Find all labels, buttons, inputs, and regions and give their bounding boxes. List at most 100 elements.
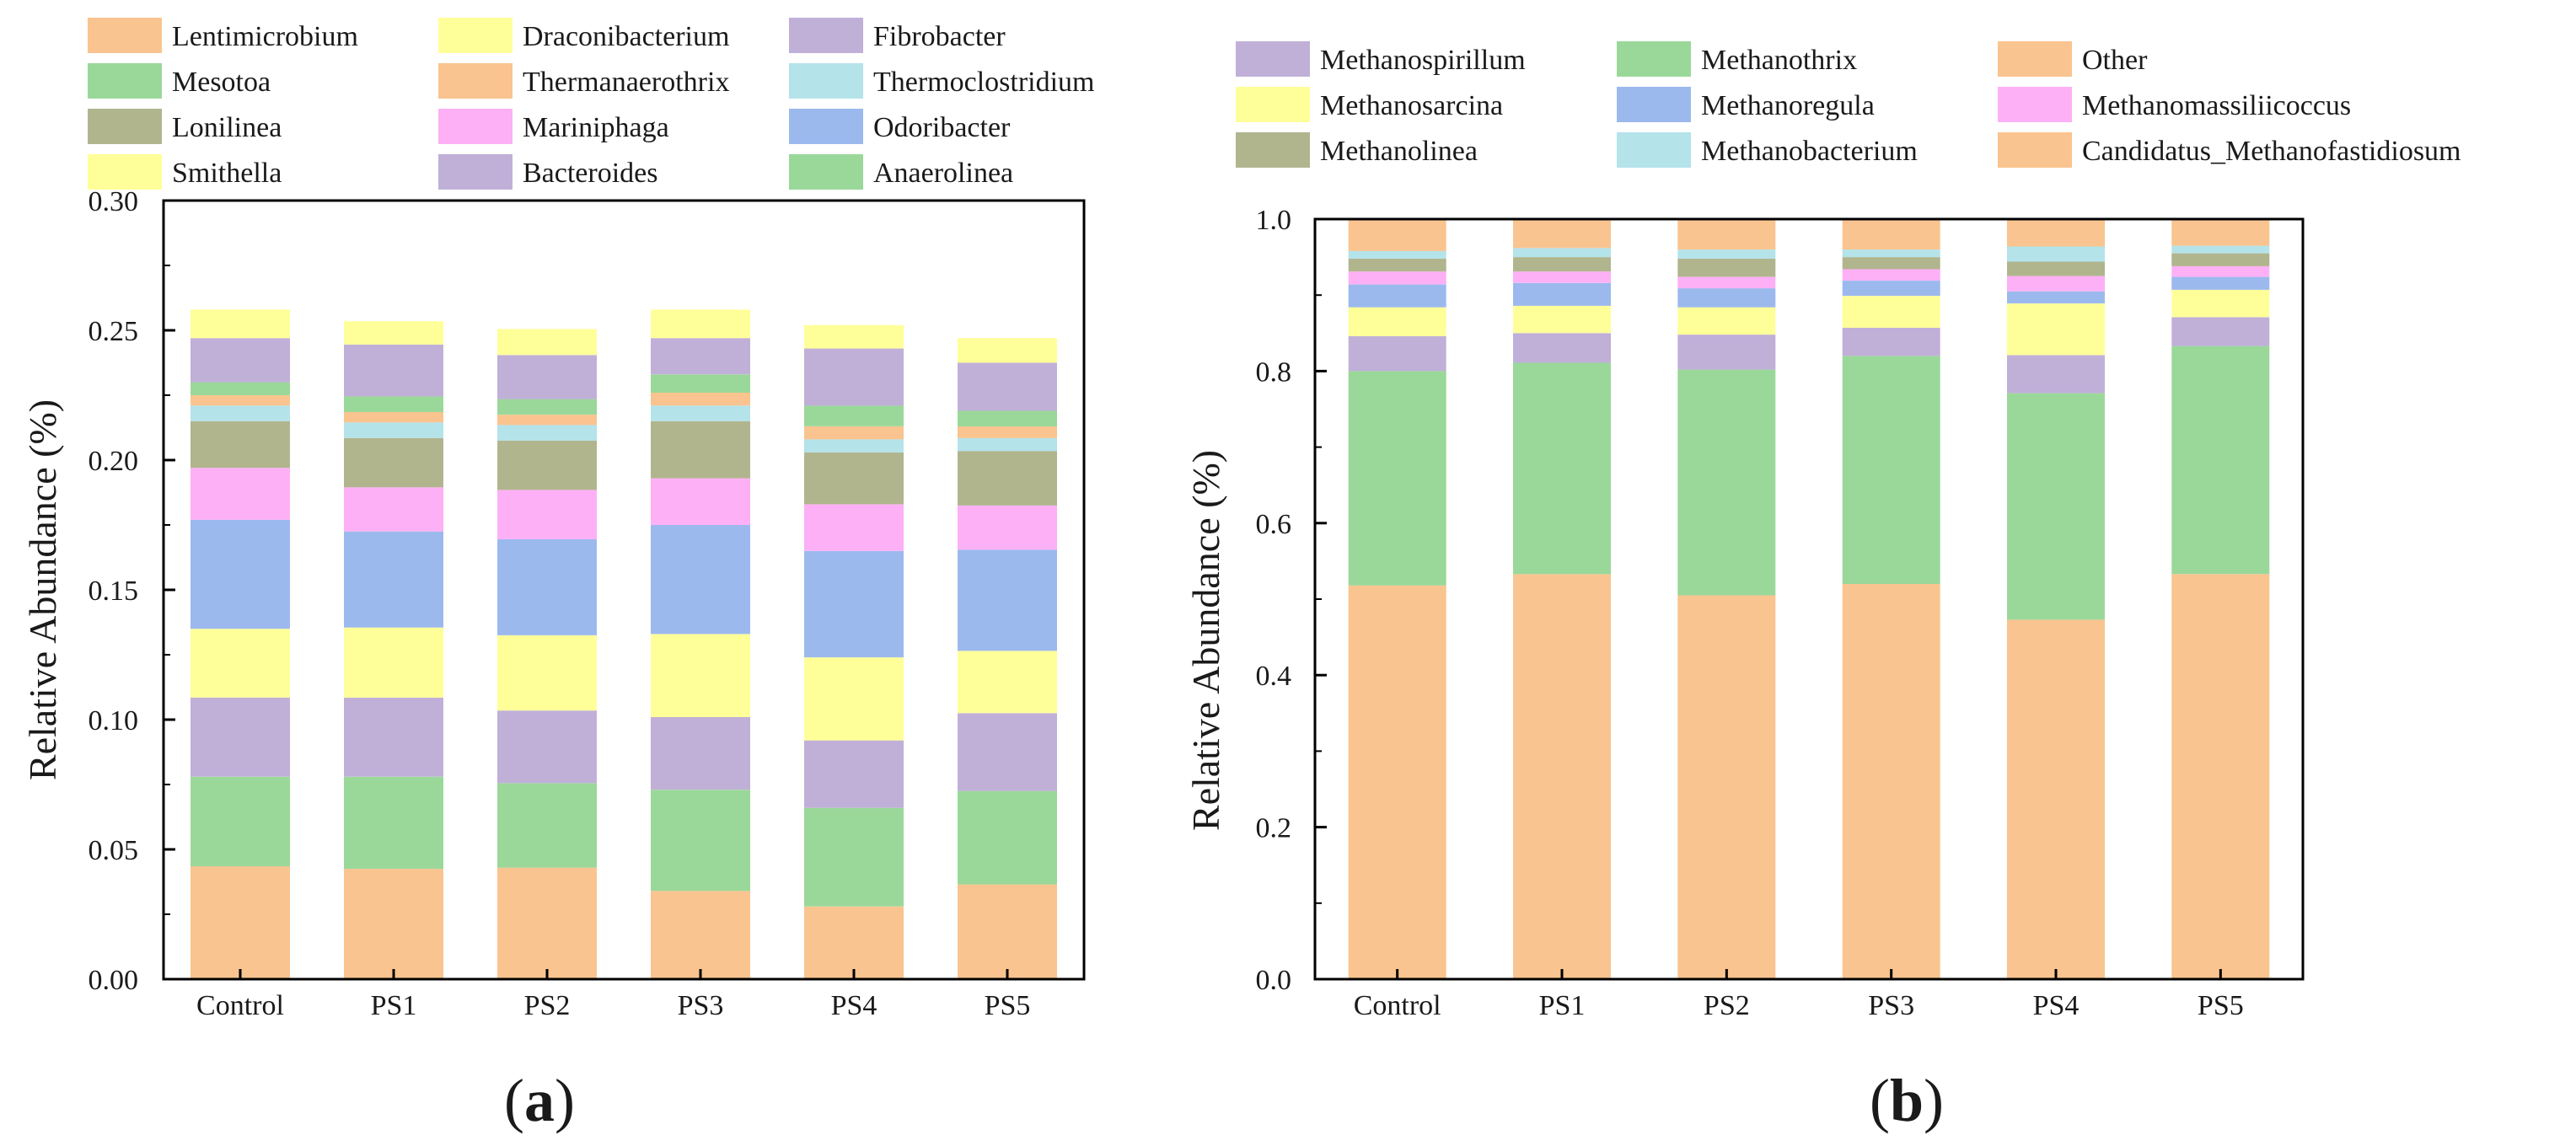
bar-segment-thermoclostridium-ps4	[804, 439, 904, 453]
bar-segment-methanoregula-control	[1348, 284, 1446, 308]
legend-label-other: Other	[2082, 45, 2148, 76]
legend-swatch-methanomassiliicoccus	[1998, 87, 2072, 122]
bar-segment-mariniphaga-ps5	[958, 505, 1057, 550]
legend-b: Methanospirillum Methanothrix Other Methano…	[1236, 41, 2461, 168]
legend-label-smithella: Smithella	[172, 158, 282, 189]
bar-segment-thermanaerothrix-ps2	[497, 415, 597, 426]
bar-segment-bacteroides-control	[191, 697, 290, 777]
y-tick-label-5: 1.0	[1256, 205, 1292, 236]
bar-segment-methanospirillum-ps4	[2007, 355, 2105, 394]
bar-segment-methanobacterium-ps3	[1842, 249, 1940, 258]
bar-segment-candidatus-methanofastidiosum-ps1	[1513, 574, 1611, 979]
bar-segment-methanoregula-ps3	[1842, 281, 1940, 297]
legend-swatch-mariniphaga	[438, 109, 513, 144]
bar-segment-candidatus-methanofastidiosum-ps5	[2171, 574, 2270, 979]
bar-segment-odoribacter-ps1	[344, 531, 443, 628]
bar-segment-odoribacter-ps2	[497, 538, 597, 635]
bar-segment-thermanaerothrix-ps4	[804, 426, 904, 440]
bar-segment-other-ps4	[2007, 219, 2105, 247]
bar-segment-lonilinea-ps3	[651, 420, 750, 479]
bar-segment-methanosarcina-ps2	[1677, 307, 1776, 335]
legend-a: Lentimicrobium Draconibacterium Fibrobacte…	[88, 18, 1095, 190]
panel-label-a: (a)	[504, 1067, 575, 1134]
y-tick-label-2: 0.10	[89, 705, 139, 736]
bar-segment-methanolinea-control	[1348, 258, 1446, 272]
legend-swatch-anaerolinea	[789, 154, 863, 190]
bar-segment-methanoregula-ps5	[2171, 276, 2270, 290]
bar-segment-lonilinea-ps4	[804, 452, 904, 505]
bar-segment-bacteroides-ps4	[804, 740, 904, 808]
bar-segment-mariniphaga-ps1	[344, 487, 443, 532]
legend-label-mesotoa: Mesotoa	[172, 67, 271, 98]
bar-segment-methanobacterium-ps5	[2171, 245, 2270, 254]
x-tick-label-ps5: PS5	[2198, 990, 2244, 1021]
bar-segment-smithella-control	[191, 629, 290, 698]
x-tick-label-ps4: PS4	[2033, 990, 2080, 1021]
bar-segment-methanosarcina-ps3	[1842, 296, 1940, 328]
bar-segment-thermanaerothrix-control	[191, 395, 290, 406]
legend-label-methanothrix: Methanothrix	[1701, 45, 1857, 76]
legend-swatch-lonilinea	[88, 109, 162, 144]
x-tick-label-ps3: PS3	[678, 990, 724, 1021]
legend-swatch-lentimicrobium	[88, 18, 162, 53]
x-axis-a: Control PS1 PS2 PS3 PS4 PS5	[196, 969, 1030, 1021]
bar-segment-lentimicrobium-ps3	[651, 891, 750, 979]
y-tick-label-0: 0.0	[1256, 965, 1292, 996]
bar-segment-odoribacter-ps5	[958, 549, 1057, 651]
panel-letter-a: a	[524, 1067, 555, 1134]
bar-segment-methanomassiliicoccus-ps2	[1677, 276, 1776, 289]
y-axis-b: 0.0 0.2 0.4 0.6 0.8 1.0	[1256, 205, 1327, 996]
x-axis-b: Control PS1 PS2 PS3 PS4 PS5	[1354, 969, 2244, 1021]
bar-segment-thermoclostridium-ps1	[344, 422, 443, 438]
bar-segment-mariniphaga-ps3	[651, 478, 750, 525]
x-tick-label-control: Control	[196, 990, 284, 1021]
legend-label-mariniphaga: Mariniphaga	[523, 112, 669, 143]
bar-segment-other-ps3	[1842, 219, 1940, 250]
bar-segment-candidatus-methanofastidiosum-ps3	[1842, 584, 1940, 979]
bar-segment-thermoclostridium-control	[191, 405, 290, 421]
bar-segment-smithella-ps2	[497, 635, 597, 711]
bar-segment-methanobacterium-control	[1348, 250, 1446, 259]
legend-swatch-thermoclostridium	[789, 63, 863, 99]
y-axis-label-a: Relative Abundance (%)	[21, 399, 64, 780]
bars-b	[1348, 219, 2270, 979]
y-tick-label-1: 0.05	[89, 835, 139, 866]
bar-segment-methanosarcina-control	[1348, 307, 1446, 336]
bar-segment-fibrobacter-ps3	[651, 338, 750, 375]
bar-segment-anaerolinea-ps3	[651, 374, 750, 393]
bar-segment-methanospirillum-ps2	[1677, 335, 1776, 370]
bar-segment-smithella-ps4	[804, 657, 904, 741]
bar-segment-smithella-ps3	[651, 634, 750, 717]
y-tick-label-1: 0.2	[1256, 813, 1292, 844]
legend-label-methanolinea: Methanolinea	[1320, 136, 1478, 167]
x-tick-label-control: Control	[1354, 990, 1441, 1021]
y-tick-label-3: 0.6	[1256, 509, 1292, 540]
legend-label-bacteroides: Bacteroides	[523, 158, 658, 189]
bar-segment-other-ps2	[1677, 219, 1776, 250]
bar-segment-lonilinea-ps2	[497, 440, 597, 490]
bar-segment-candidatus-methanofastidiosum-ps2	[1677, 595, 1776, 979]
legend-label-thermanaerothrix: Thermanaerothrix	[523, 67, 729, 98]
x-tick-label-ps1: PS1	[1539, 990, 1586, 1021]
bar-segment-methanothrix-ps4	[2007, 393, 2105, 620]
legend-label-odoribacter: Odoribacter	[873, 112, 1011, 143]
legend-label-draconibacterium: Draconibacterium	[523, 21, 729, 52]
bar-segment-thermoclostridium-ps5	[958, 437, 1057, 452]
bar-segment-draconibacterium-ps4	[804, 324, 904, 349]
bar-segment-methanothrix-ps5	[2171, 345, 2270, 575]
legend-swatch-draconibacterium	[438, 18, 513, 53]
y-tick-label-4: 0.20	[89, 446, 139, 477]
bar-segment-methanoregula-ps1	[1513, 282, 1611, 306]
legend-swatch-other	[1998, 41, 2072, 77]
bar-segment-draconibacterium-control	[191, 309, 290, 339]
y-tick-label-5: 0.25	[89, 316, 139, 347]
legend-label-methanospirillum: Methanospirillum	[1320, 45, 1526, 76]
panel-a: Lentimicrobium Draconibacterium Fibrobacte…	[21, 18, 1095, 1134]
bar-segment-bacteroides-ps2	[497, 710, 597, 784]
bar-segment-methanothrix-ps3	[1842, 356, 1940, 584]
legend-swatch-methanobacterium	[1617, 132, 1691, 168]
bar-segment-fibrobacter-ps5	[958, 362, 1057, 411]
x-tick-label-ps5: PS5	[985, 990, 1031, 1021]
legend-label-candidatus-methanofastidiosum: Candidatus_Methanofastidiosum	[2082, 136, 2461, 167]
